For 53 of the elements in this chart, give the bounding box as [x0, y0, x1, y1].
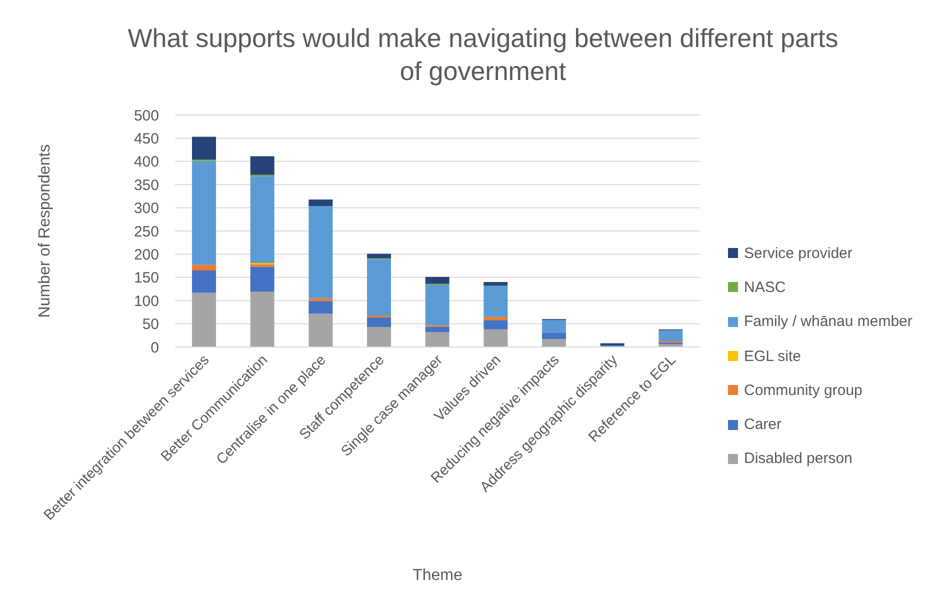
y-tick-label: 100	[134, 292, 159, 310]
bar	[367, 259, 391, 316]
y-tick-label: 450	[134, 130, 159, 148]
y-tick-label: 200	[134, 246, 159, 264]
bar	[192, 136, 216, 160]
bar	[542, 320, 566, 333]
legend-label: Service provider	[744, 244, 852, 262]
bar	[308, 298, 333, 302]
bar	[367, 317, 391, 328]
bar	[425, 332, 450, 347]
x-axis-title: Theme	[412, 567, 462, 584]
bar	[192, 292, 216, 347]
bar	[484, 320, 508, 330]
bar	[308, 314, 333, 347]
legend-label: Family / whānau member	[744, 313, 912, 330]
bar	[308, 199, 333, 206]
y-tick-label: 350	[134, 176, 159, 194]
legend-label: EGL site	[744, 348, 801, 365]
bar	[425, 276, 450, 284]
bar	[484, 286, 508, 317]
bar	[192, 270, 216, 293]
bar	[542, 332, 566, 340]
y-tick-label: 50	[142, 316, 159, 334]
bar	[658, 330, 683, 341]
y-tick-label: 300	[134, 200, 159, 218]
bar	[250, 176, 274, 264]
bar	[484, 329, 508, 347]
legend-label: Carer	[744, 416, 782, 434]
chart-title: What supports would make navigating between different parts of government	[126, 22, 840, 88]
bar	[367, 254, 391, 258]
bar	[250, 266, 274, 292]
bar	[250, 292, 274, 347]
y-tick-label: 400	[134, 154, 159, 171]
y-tick-label: 0	[150, 339, 159, 356]
bar	[308, 301, 333, 314]
bar	[425, 326, 450, 332]
bar	[192, 160, 216, 265]
bar	[425, 284, 450, 326]
y-axis-title: Number of Respondents	[36, 144, 54, 318]
bar	[542, 339, 566, 347]
bar	[192, 264, 216, 270]
bar	[308, 206, 333, 298]
bar	[658, 344, 683, 347]
y-tick-label: 250	[134, 223, 159, 240]
bar	[250, 156, 274, 175]
legend-label: NASC	[744, 278, 786, 296]
bar	[484, 282, 508, 286]
bar	[367, 327, 391, 347]
y-tick-label: 500	[134, 107, 159, 124]
bar	[484, 316, 508, 320]
legend-label: Disabled person	[744, 450, 852, 468]
legend-label: Community group	[744, 382, 862, 399]
y-tick-label: 150	[134, 270, 159, 287]
